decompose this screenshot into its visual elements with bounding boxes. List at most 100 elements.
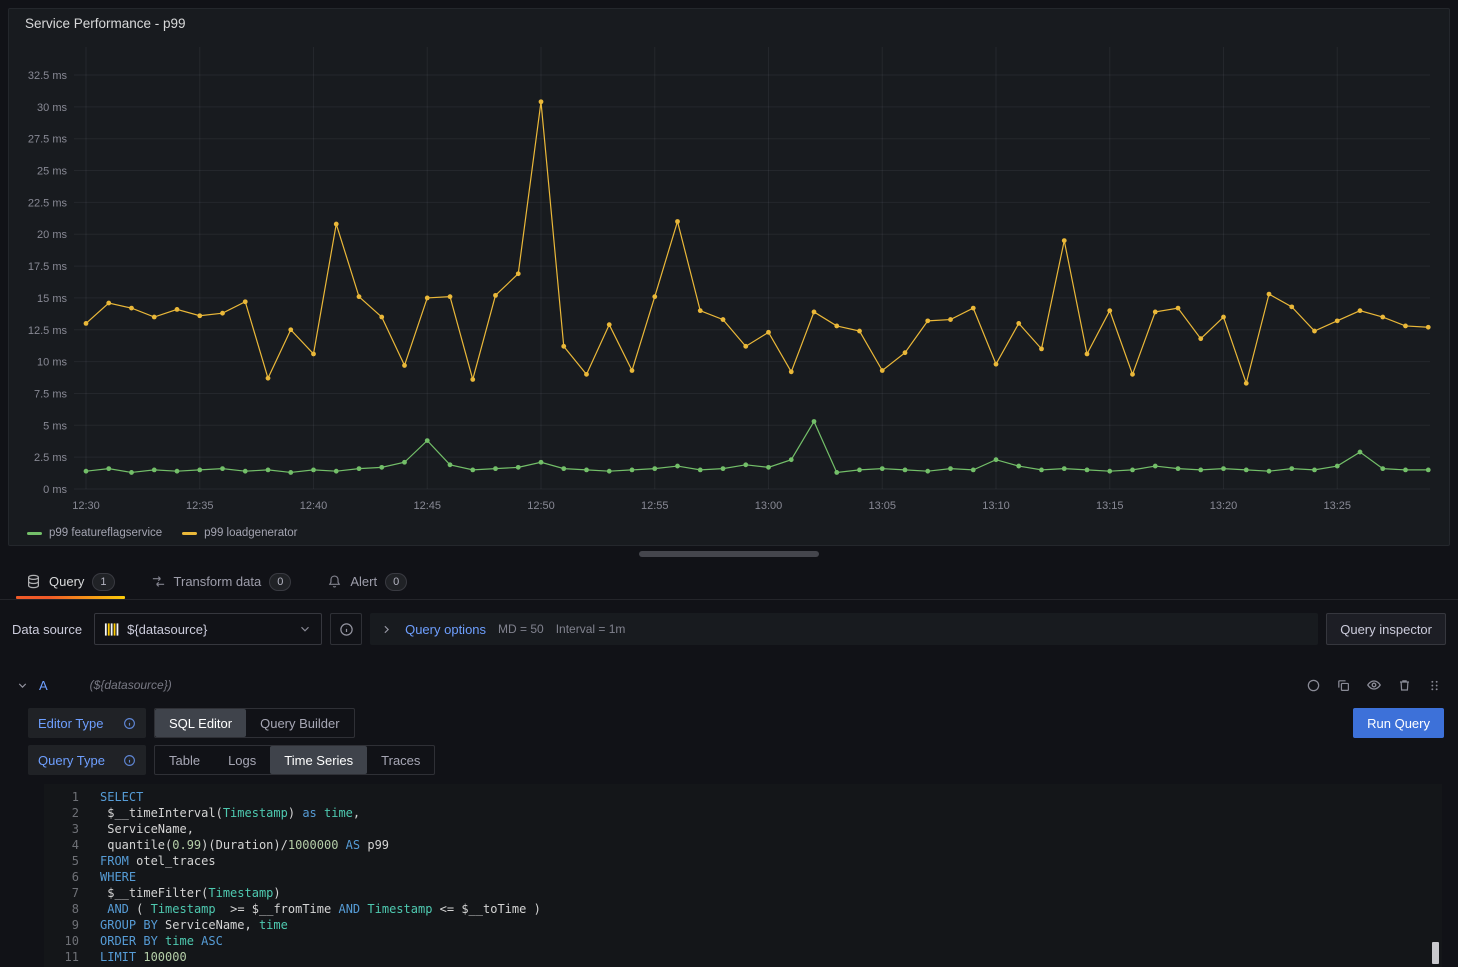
datasource-picker[interactable]: ${datasource}: [94, 613, 322, 645]
svg-text:12:55: 12:55: [641, 500, 669, 512]
svg-text:13:10: 13:10: [982, 500, 1010, 512]
timeseries-panel: Service Performance - p99 0 ms 2.5 ms 5 ms…: [8, 8, 1450, 546]
svg-text:13:05: 13:05: [868, 500, 896, 512]
code-line: 11LIMIT 100000: [44, 949, 1442, 965]
svg-text:12.5 ms: 12.5 ms: [28, 325, 68, 337]
code-line: 5FROM otel_traces: [44, 853, 1442, 869]
query-inspector-button[interactable]: Query inspector: [1326, 613, 1446, 645]
datasource-label: Data source: [12, 622, 82, 637]
panel-edit-page: Service Performance - p99 0 ms 2.5 ms 5 ms…: [0, 0, 1458, 967]
horizontal-scrollbar-thumb[interactable]: [639, 551, 819, 557]
legend-item-featureflagservice[interactable]: p99 featureflagservice: [27, 527, 162, 539]
svg-text:27.5 ms: 27.5 ms: [28, 134, 68, 146]
code-line: 2 $__timeInterval(Timestamp) as time,: [44, 805, 1442, 821]
query-options-md: MD = 50: [498, 622, 544, 636]
editor-tabs: Query 1 Transform data 0 Alert 0: [0, 564, 1458, 600]
disable-query-icon[interactable]: [1306, 678, 1321, 693]
code-line: 8 AND ( Timestamp >= $__fromTime AND Tim…: [44, 901, 1442, 917]
tab-label: Transform data: [174, 574, 262, 589]
tab-alert-badge: 0: [385, 573, 407, 591]
duplicate-query-icon[interactable]: [1336, 678, 1351, 693]
sql-code-editor[interactable]: 1SELECT2 $__timeInterval(Timestamp) as t…: [44, 784, 1442, 967]
legend-swatch-green: [27, 532, 42, 535]
chevron-right-icon: [380, 623, 393, 636]
clickhouse-logo-icon: [104, 622, 119, 637]
svg-text:5 ms: 5 ms: [43, 420, 67, 432]
query-type-option-time-series[interactable]: Time Series: [270, 746, 367, 774]
svg-text:12:30: 12:30: [72, 500, 100, 512]
panel-title[interactable]: Service Performance - p99: [9, 9, 202, 31]
tab-query-badge: 1: [92, 573, 114, 591]
hide-response-eye-icon[interactable]: [1366, 677, 1382, 693]
svg-text:22.5 ms: 22.5 ms: [28, 197, 68, 209]
query-type-label: Query Type: [28, 745, 146, 775]
query-type-label-text: Query Type: [38, 753, 105, 768]
legend-swatch-yellow: [182, 532, 197, 535]
tab-query[interactable]: Query 1: [12, 564, 129, 599]
query-options-label: Query options: [405, 622, 486, 637]
query-header: A (${datasource}): [12, 668, 1446, 702]
legend-label: p99 loadgenerator: [204, 527, 297, 539]
code-line: 1SELECT: [44, 789, 1442, 805]
svg-text:2.5 ms: 2.5 ms: [34, 452, 68, 464]
svg-text:13:15: 13:15: [1096, 500, 1124, 512]
editor-type-label: Editor Type: [28, 708, 146, 738]
drag-handle-icon[interactable]: [1427, 678, 1442, 693]
remove-query-trash-icon[interactable]: [1397, 678, 1412, 693]
query-type-row: Query Type Table Logs Time Series Traces: [28, 745, 1444, 775]
code-line: 7 $__timeFilter(Timestamp): [44, 885, 1442, 901]
tab-alert[interactable]: Alert 0: [313, 564, 421, 599]
query-type-radio-group: Table Logs Time Series Traces: [154, 745, 435, 775]
editor-scrollbar-thumb[interactable]: [1432, 942, 1439, 964]
timeseries-chart[interactable]: 0 ms2.5 ms5 ms7.5 ms10 ms12.5 ms15 ms17.…: [16, 37, 1442, 515]
tab-transform-data[interactable]: Transform data 0: [137, 564, 306, 599]
info-circle-icon[interactable]: [123, 717, 136, 730]
datasource-toolbar: Data source ${datasource} Query options …: [12, 613, 1446, 645]
editor-type-radio-group: SQL Editor Query Builder: [154, 708, 355, 738]
svg-text:17.5 ms: 17.5 ms: [28, 261, 68, 273]
run-query-button[interactable]: Run Query: [1353, 708, 1444, 738]
query-ref-id[interactable]: A: [39, 678, 48, 693]
svg-text:0 ms: 0 ms: [43, 484, 67, 496]
query-body: Editor Type SQL Editor Query Builder Run…: [12, 702, 1446, 967]
code-line: 9GROUP BY ServiceName, time: [44, 917, 1442, 933]
query-datasource-hint: (${datasource}): [90, 678, 172, 692]
tab-transform-badge: 0: [269, 573, 291, 591]
datasource-value: ${datasource}: [127, 622, 290, 637]
editor-type-option-sql-editor[interactable]: SQL Editor: [155, 709, 246, 737]
collapse-query-icon[interactable]: [16, 679, 29, 692]
editor-type-option-query-builder[interactable]: Query Builder: [246, 709, 353, 737]
tab-label: Alert: [350, 574, 377, 589]
svg-text:13:00: 13:00: [755, 500, 783, 512]
query-type-option-logs[interactable]: Logs: [214, 746, 270, 774]
svg-text:20 ms: 20 ms: [37, 229, 67, 241]
tab-label: Query: [49, 574, 84, 589]
legend-label: p99 featureflagservice: [49, 527, 162, 539]
svg-text:10 ms: 10 ms: [37, 357, 67, 369]
svg-text:25 ms: 25 ms: [37, 166, 67, 178]
query-options-interval: Interval = 1m: [556, 622, 626, 636]
code-line: 6WHERE: [44, 869, 1442, 885]
datasource-help-button[interactable]: [330, 613, 362, 645]
sql-editor-lines: 1SELECT2 $__timeInterval(Timestamp) as t…: [44, 789, 1442, 965]
query-editor-row-a: A (${datasource}): [12, 668, 1446, 967]
query-type-option-table[interactable]: Table: [155, 746, 214, 774]
editor-type-label-text: Editor Type: [38, 716, 104, 731]
legend-item-loadgenerator[interactable]: p99 loadgenerator: [182, 527, 297, 539]
database-icon: [26, 574, 41, 589]
svg-text:13:25: 13:25: [1323, 500, 1351, 512]
query-options-toggle[interactable]: Query options MD = 50 Interval = 1m: [370, 613, 1318, 645]
code-line: 3 ServiceName,: [44, 821, 1442, 837]
query-type-option-traces[interactable]: Traces: [367, 746, 434, 774]
info-circle-icon[interactable]: [123, 754, 136, 767]
svg-text:13:20: 13:20: [1210, 500, 1238, 512]
info-circle-icon: [339, 622, 354, 637]
svg-text:30 ms: 30 ms: [37, 102, 67, 114]
editor-type-row: Editor Type SQL Editor Query Builder Run…: [28, 708, 1444, 738]
transform-icon: [151, 574, 166, 589]
code-line: 4 quantile(0.99)(Duration)/1000000 AS p9…: [44, 837, 1442, 853]
chart-svg: 0 ms2.5 ms5 ms7.5 ms10 ms12.5 ms15 ms17.…: [16, 37, 1442, 515]
horizontal-scrollbar: [0, 551, 1458, 559]
code-line: 10ORDER BY time ASC: [44, 933, 1442, 949]
svg-text:12:45: 12:45: [413, 500, 441, 512]
